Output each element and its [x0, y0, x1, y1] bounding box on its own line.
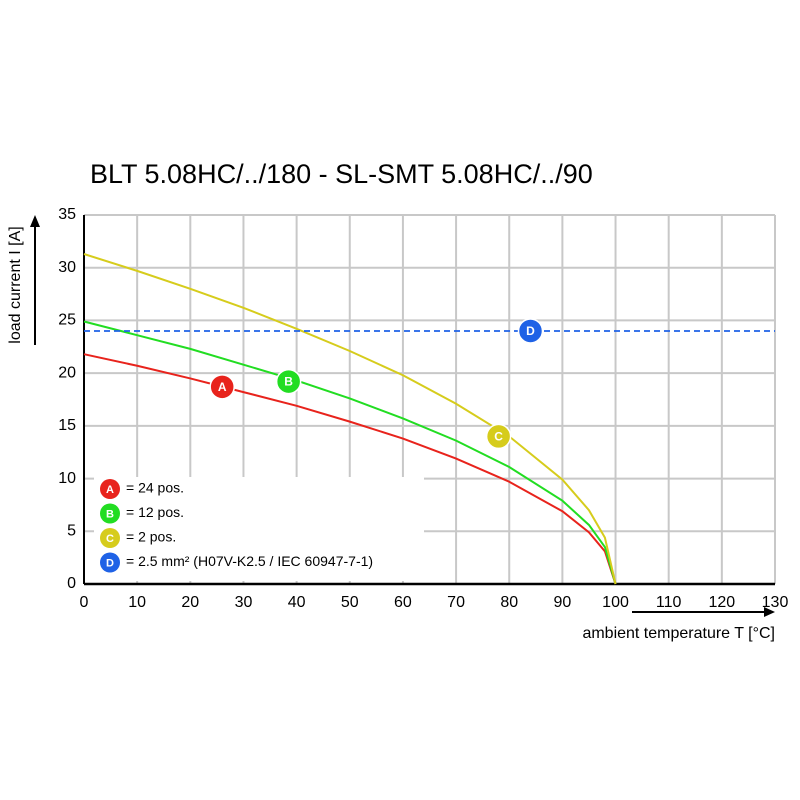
y-axis-label: load current I [A] [7, 226, 24, 343]
legend-badge [100, 552, 120, 573]
x-tick-label: 70 [447, 594, 465, 611]
y-tick-label: 10 [58, 470, 76, 487]
legend-badge-letter: D [106, 557, 114, 569]
curve-label-point [275, 368, 302, 395]
x-tick-label: 50 [341, 594, 359, 611]
chart-title: BLT 5.08HC/../180 - SL-SMT 5.08HC/../90 [90, 159, 593, 189]
legend-badge-letter: A [106, 484, 114, 496]
legend-label: = 2 pos. [126, 529, 176, 545]
series-line [83, 353, 617, 585]
y-tick-label: 30 [58, 259, 76, 276]
y-tick-label: 0 [67, 575, 76, 592]
legend-badge [100, 479, 120, 499]
legend-label: = 24 pos. [126, 480, 184, 496]
legend-badge-letter: B [106, 508, 114, 520]
legend-badge [100, 528, 120, 548]
x-tick-label: 120 [708, 594, 735, 611]
y-tick-label: 15 [58, 417, 76, 434]
x-tick-label: 130 [762, 594, 789, 611]
legend-background [94, 477, 424, 581]
x-tick-label: 110 [656, 594, 682, 611]
x-tick-label: 30 [235, 594, 253, 611]
x-tick-label: 60 [394, 594, 412, 611]
y-tick-label: 5 [67, 523, 76, 540]
x-tick-label: 20 [181, 594, 199, 611]
legend-label: = 12 pos. [126, 504, 184, 520]
x-tick-label: 10 [128, 594, 146, 611]
y-tick-label: 20 [58, 364, 76, 381]
x-tick-label: 40 [288, 594, 306, 611]
x-tick-label: 90 [553, 594, 571, 611]
curve-label: A [218, 380, 227, 394]
series-line [83, 253, 617, 585]
legend-label: = 2.5 mm² (H07V-K2.5 / IEC 60947-7-1) [126, 553, 373, 569]
curve-label: B [284, 375, 293, 389]
y-tick-label: 35 [58, 206, 76, 223]
legend-badge-letter: C [106, 533, 114, 545]
series-line [83, 320, 617, 585]
curve-label-point [209, 374, 235, 400]
x-tick-label: 80 [500, 594, 518, 611]
curve-label: C [494, 430, 503, 444]
x-tick-label: 0 [80, 594, 89, 611]
x-axis-arrowhead [764, 607, 775, 617]
curve-label-point [517, 318, 544, 344]
x-tick-label: 100 [602, 594, 629, 611]
curve-label-point [485, 423, 512, 450]
curve-label: D [526, 324, 535, 338]
y-tick-label: 25 [58, 312, 76, 329]
x-axis-label: ambient temperature T [°C] [582, 625, 775, 642]
legend-badge [100, 503, 120, 524]
y-axis-arrowhead [30, 215, 40, 227]
